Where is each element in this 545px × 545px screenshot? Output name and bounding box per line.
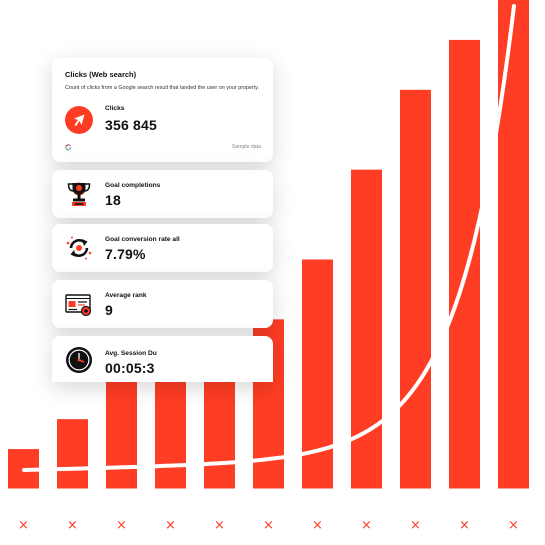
cursor-arrow-icon bbox=[65, 106, 93, 134]
x-marker: × bbox=[67, 518, 78, 533]
x-marker: × bbox=[508, 518, 519, 533]
x-marker: × bbox=[361, 518, 372, 533]
avg-session-duration-label: Avg. Session Du bbox=[105, 350, 157, 357]
x-marker-row: × × × × × × × × × × × bbox=[18, 518, 519, 533]
growth-curve bbox=[22, 4, 516, 472]
goal-conversion-label: Goal conversion rate all bbox=[105, 236, 180, 243]
chart-bar bbox=[351, 169, 382, 489]
goal-completions-card: Goal completions 18 bbox=[52, 170, 273, 218]
clicks-card: Clicks (Web search) Count of clicks from… bbox=[52, 58, 273, 162]
chart-bar bbox=[400, 89, 431, 489]
ranking-page-icon bbox=[65, 294, 92, 317]
average-rank-value: 9 bbox=[105, 302, 113, 318]
avg-session-duration-value: 00:05:3 bbox=[105, 360, 155, 376]
refresh-cycle-icon bbox=[66, 236, 92, 260]
trophy-icon bbox=[67, 182, 91, 206]
x-marker: × bbox=[263, 518, 274, 533]
chart-bar bbox=[498, 0, 529, 489]
average-rank-card: Average rank 9 bbox=[52, 280, 273, 328]
x-marker: × bbox=[116, 518, 127, 533]
avg-session-duration-card: Avg. Session Du 00:05:3 bbox=[52, 336, 273, 382]
clicks-card-title: Clicks (Web search) bbox=[65, 70, 137, 79]
clicks-value: 356 845 bbox=[105, 117, 158, 133]
chart-bar bbox=[106, 379, 137, 489]
sample-data-note: Sample data bbox=[231, 144, 261, 150]
goal-completions-label: Goal completions bbox=[105, 182, 161, 189]
x-marker: × bbox=[312, 518, 323, 533]
stopwatch-icon bbox=[66, 347, 92, 373]
x-marker: × bbox=[18, 518, 29, 533]
x-marker: × bbox=[410, 518, 421, 533]
x-marker: × bbox=[214, 518, 225, 533]
average-rank-label: Average rank bbox=[105, 292, 147, 299]
chart-bar bbox=[449, 39, 480, 489]
chart-bar bbox=[57, 419, 88, 489]
x-marker: × bbox=[165, 518, 176, 533]
goal-conversion-value: 7.79% bbox=[105, 246, 146, 262]
goal-completions-value: 18 bbox=[105, 192, 121, 208]
clicks-card-description: Count of clicks from a Google search res… bbox=[65, 85, 260, 91]
x-marker: × bbox=[459, 518, 470, 533]
google-g-icon bbox=[65, 144, 72, 151]
goal-conversion-card: Goal conversion rate all 7.79% bbox=[52, 224, 273, 272]
clicks-label: Clicks bbox=[105, 105, 125, 112]
